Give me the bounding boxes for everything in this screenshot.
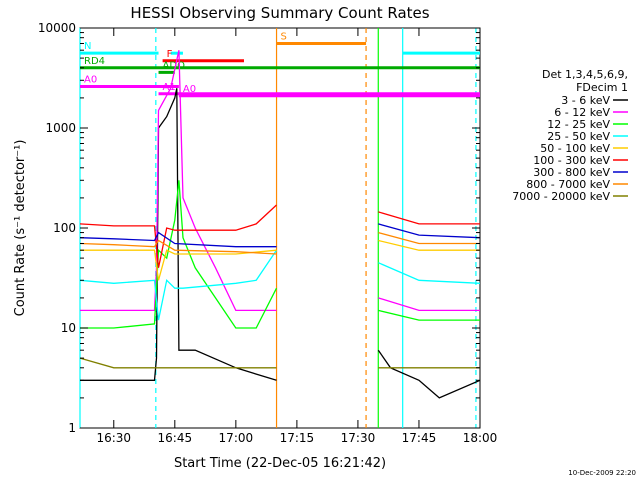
legend-label-3: 25 - 50 keV: [547, 130, 610, 143]
legend-label-5: 100 - 300 keV: [533, 154, 610, 167]
flag-label-2: S: [281, 31, 287, 42]
series-line-8-0: [79, 357, 277, 369]
series-line-6-1: [378, 223, 481, 239]
flag-label-1: F: [167, 49, 173, 60]
y-axis-label: Count Rate (s⁻¹ detector⁻¹): [13, 140, 28, 317]
y-tick-label-2: 100: [53, 221, 76, 235]
legend-label-8: 7000 - 20000 keV: [512, 190, 610, 203]
series-line-3-1: [378, 262, 481, 284]
x-axis-label: Start Time (22-Dec-05 16:21:42): [174, 456, 386, 471]
series-line-6-0: [79, 231, 277, 248]
legend-title: Det 1,3,4,5,6,9,: [542, 68, 628, 81]
legend-label-6: 300 - 800 keV: [533, 166, 610, 179]
legend-label-7: 800 - 7000 keV: [526, 178, 610, 191]
x-tick-label-1: 16:45: [158, 431, 193, 445]
legend-label-2: 12 - 25 keV: [547, 118, 610, 131]
series-line-5-1: [378, 211, 480, 225]
series-line-5-0: [79, 204, 277, 268]
series-line-7-1: [378, 231, 480, 245]
legend-label-1: 6 - 12 keV: [554, 106, 610, 119]
legend-label-4: 50 - 100 keV: [540, 142, 610, 155]
y-tick-label-3: 1000: [45, 121, 76, 135]
x-tick-label-4: 17:30: [341, 431, 376, 445]
chart-title: HESSI Observing Summary Count Rates: [130, 4, 429, 22]
series-line-2-0: [80, 180, 278, 329]
flag-label-5: A1: [163, 82, 176, 93]
series-line-2-1: [378, 309, 480, 321]
series-line-1-0: [80, 50, 277, 312]
x-tick-label-5: 17:45: [402, 431, 437, 445]
x-tick-label-0: 16:30: [96, 431, 131, 445]
x-tick-label-3: 17:15: [280, 431, 315, 445]
timestamp: 10-Dec-2009 22:20: [568, 469, 636, 477]
y-tick-label-0: 1: [68, 421, 76, 435]
flag-label-7: ADO: [163, 60, 186, 71]
series-line-0-0: [80, 88, 277, 381]
series-line-4-0: [80, 249, 277, 281]
flag-label-4: A0: [84, 75, 97, 86]
x-tick-label-2: 17:00: [219, 431, 254, 445]
y-tick-label-4: 10000: [38, 21, 76, 35]
flag-label-3: RD4: [84, 56, 105, 67]
plot-area: N F S RD4 A0 A1 A0 ADO 16:30 16:45 17:00 17:15 17:30…: [38, 21, 497, 445]
flag-label-0: N: [84, 41, 91, 52]
series-line-7-0: [79, 239, 277, 255]
series-line-4-1: [378, 239, 480, 251]
series-line-1-1: [378, 297, 480, 312]
x-tick-label-6: 18:00: [463, 431, 498, 445]
series-line-0-1: [377, 349, 481, 399]
legend-subtitle: FDecim 1: [576, 81, 628, 94]
series-line-3-0: [79, 249, 278, 321]
flag-label-6: A0: [183, 84, 196, 95]
y-tick-label-1: 10: [61, 321, 76, 335]
legend-label-0: 3 - 6 keV: [561, 94, 610, 107]
